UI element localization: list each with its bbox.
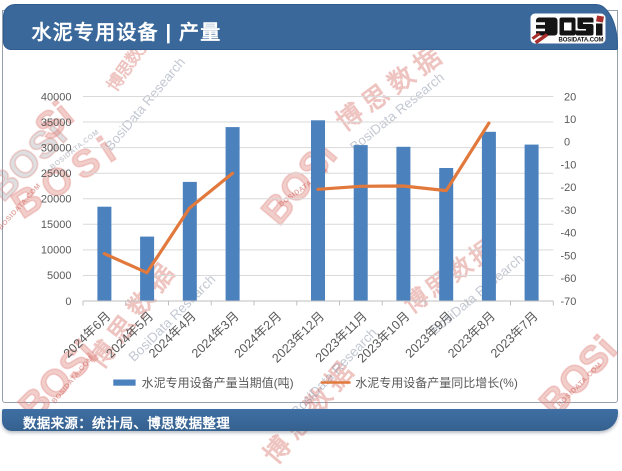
svg-text:25000: 25000 bbox=[41, 168, 72, 180]
svg-text:2023年7月: 2023年7月 bbox=[488, 309, 541, 361]
svg-text:10000: 10000 bbox=[41, 245, 72, 257]
svg-text:20: 20 bbox=[564, 91, 576, 103]
svg-text:0: 0 bbox=[564, 137, 570, 149]
svg-text:-40: -40 bbox=[561, 228, 577, 240]
svg-text:30000: 30000 bbox=[41, 142, 72, 154]
svg-text:水泥专用设备产量当期值(吨): 水泥专用设备产量当期值(吨) bbox=[142, 375, 294, 390]
svg-text:35000: 35000 bbox=[41, 117, 72, 129]
svg-text:-70: -70 bbox=[561, 296, 577, 308]
svg-text:-50: -50 bbox=[561, 250, 577, 262]
svg-text:-20: -20 bbox=[561, 182, 577, 194]
svg-text:5000: 5000 bbox=[47, 270, 71, 282]
svg-text:BOSIDATA.COM: BOSIDATA.COM bbox=[558, 37, 603, 43]
svg-text:-30: -30 bbox=[561, 205, 577, 217]
svg-text:40000: 40000 bbox=[41, 91, 72, 103]
svg-text:水泥专用设备产量同比增长(%): 水泥专用设备产量同比增长(%) bbox=[355, 375, 518, 390]
svg-text:20000: 20000 bbox=[41, 194, 72, 206]
svg-text:10: 10 bbox=[564, 114, 576, 126]
svg-text:-10: -10 bbox=[561, 160, 577, 172]
svg-text:0: 0 bbox=[65, 296, 71, 308]
svg-text:15000: 15000 bbox=[41, 219, 72, 231]
svg-text:-60: -60 bbox=[561, 273, 577, 285]
